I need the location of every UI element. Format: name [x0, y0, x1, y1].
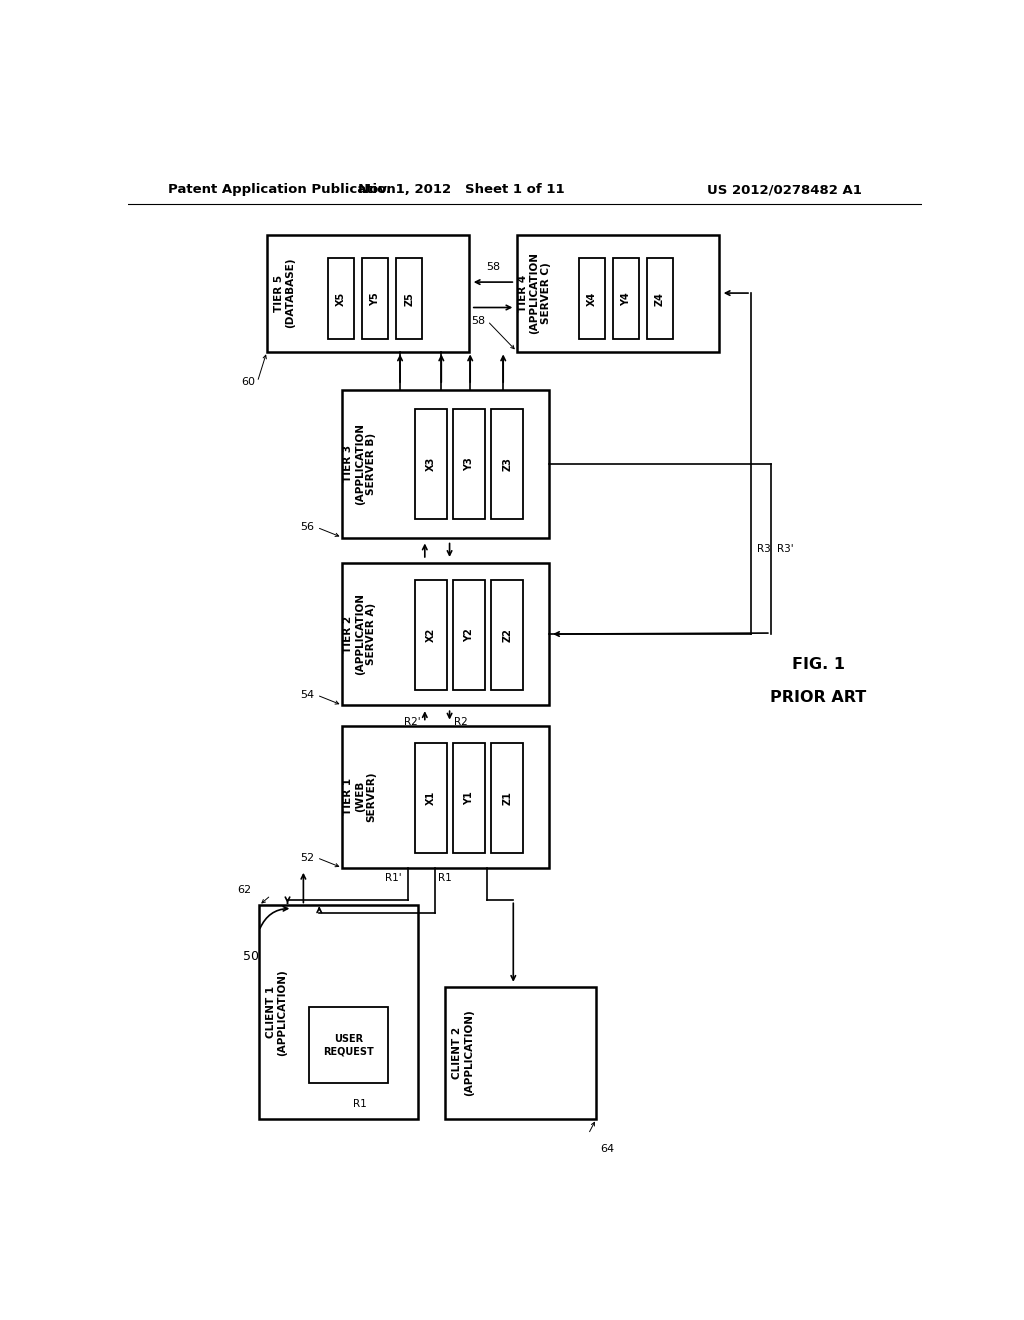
- Text: R2': R2': [404, 718, 421, 727]
- FancyBboxPatch shape: [517, 235, 719, 351]
- Text: X2: X2: [426, 628, 436, 643]
- Text: Y1: Y1: [464, 791, 474, 805]
- FancyBboxPatch shape: [309, 1007, 388, 1084]
- FancyArrowPatch shape: [260, 907, 288, 928]
- FancyBboxPatch shape: [416, 581, 447, 690]
- Text: PRIOR ART: PRIOR ART: [770, 689, 866, 705]
- FancyBboxPatch shape: [445, 987, 596, 1119]
- Text: Patent Application Publication: Patent Application Publication: [168, 183, 395, 195]
- Text: TIER 3
(APPLICATION
SERVER B): TIER 3 (APPLICATION SERVER B): [343, 422, 377, 504]
- Text: US 2012/0278482 A1: US 2012/0278482 A1: [708, 183, 862, 195]
- Text: Z2: Z2: [503, 628, 512, 642]
- Text: X1: X1: [426, 791, 436, 805]
- FancyBboxPatch shape: [454, 581, 485, 690]
- Text: 64: 64: [600, 1144, 614, 1154]
- FancyBboxPatch shape: [613, 257, 639, 339]
- FancyBboxPatch shape: [454, 409, 485, 519]
- Text: Z3: Z3: [503, 458, 512, 471]
- Text: 62: 62: [237, 886, 251, 895]
- Text: Y3: Y3: [464, 458, 474, 471]
- Text: Y4: Y4: [621, 292, 631, 305]
- Text: CLIENT 2
(APPLICATION): CLIENT 2 (APPLICATION): [453, 1010, 474, 1096]
- FancyBboxPatch shape: [342, 726, 549, 867]
- FancyBboxPatch shape: [492, 581, 523, 690]
- Text: X3: X3: [426, 457, 436, 471]
- Text: 58: 58: [486, 261, 500, 272]
- Text: Nov. 1, 2012   Sheet 1 of 11: Nov. 1, 2012 Sheet 1 of 11: [358, 183, 564, 195]
- Text: 60: 60: [241, 378, 255, 387]
- FancyBboxPatch shape: [416, 743, 447, 853]
- FancyBboxPatch shape: [267, 235, 469, 351]
- FancyBboxPatch shape: [259, 906, 418, 1119]
- Text: X5: X5: [336, 292, 346, 306]
- Text: TIER 4
(APPLICATION
SERVER C): TIER 4 (APPLICATION SERVER C): [518, 252, 551, 334]
- FancyBboxPatch shape: [396, 257, 423, 339]
- FancyBboxPatch shape: [416, 409, 447, 519]
- Text: R1: R1: [352, 1098, 367, 1109]
- Text: 58: 58: [471, 315, 485, 326]
- FancyBboxPatch shape: [647, 257, 673, 339]
- Text: 56: 56: [300, 523, 314, 532]
- Text: Z1: Z1: [503, 791, 512, 805]
- FancyBboxPatch shape: [328, 257, 354, 339]
- Text: 54: 54: [300, 690, 314, 700]
- Text: R2: R2: [454, 718, 467, 727]
- Text: TIER 2
(APPLICATION
SERVER A): TIER 2 (APPLICATION SERVER A): [343, 593, 377, 675]
- Text: USER
REQUEST: USER REQUEST: [324, 1035, 374, 1056]
- FancyBboxPatch shape: [362, 257, 388, 339]
- Text: TIER 5
(DATABASE): TIER 5 (DATABASE): [273, 257, 295, 329]
- FancyBboxPatch shape: [492, 743, 523, 853]
- Text: Y5: Y5: [371, 292, 380, 305]
- Text: TIER 1
(WEB
SERVER): TIER 1 (WEB SERVER): [343, 771, 377, 822]
- Text: 52: 52: [300, 853, 314, 863]
- FancyBboxPatch shape: [342, 391, 549, 537]
- FancyBboxPatch shape: [579, 257, 605, 339]
- Text: 50: 50: [243, 950, 259, 962]
- Text: FIG. 1: FIG. 1: [792, 657, 845, 672]
- Text: Z5: Z5: [404, 292, 415, 306]
- Text: X4: X4: [587, 292, 597, 306]
- Text: R1': R1': [385, 873, 402, 883]
- FancyBboxPatch shape: [492, 409, 523, 519]
- Text: Z4: Z4: [655, 292, 666, 306]
- Text: R3': R3': [777, 544, 794, 554]
- Text: R3: R3: [758, 544, 771, 554]
- Text: Y2: Y2: [464, 628, 474, 642]
- FancyBboxPatch shape: [454, 743, 485, 853]
- FancyBboxPatch shape: [342, 562, 549, 705]
- Text: R1: R1: [437, 873, 452, 883]
- Text: CLIENT 1
(APPLICATION): CLIENT 1 (APPLICATION): [265, 969, 287, 1056]
